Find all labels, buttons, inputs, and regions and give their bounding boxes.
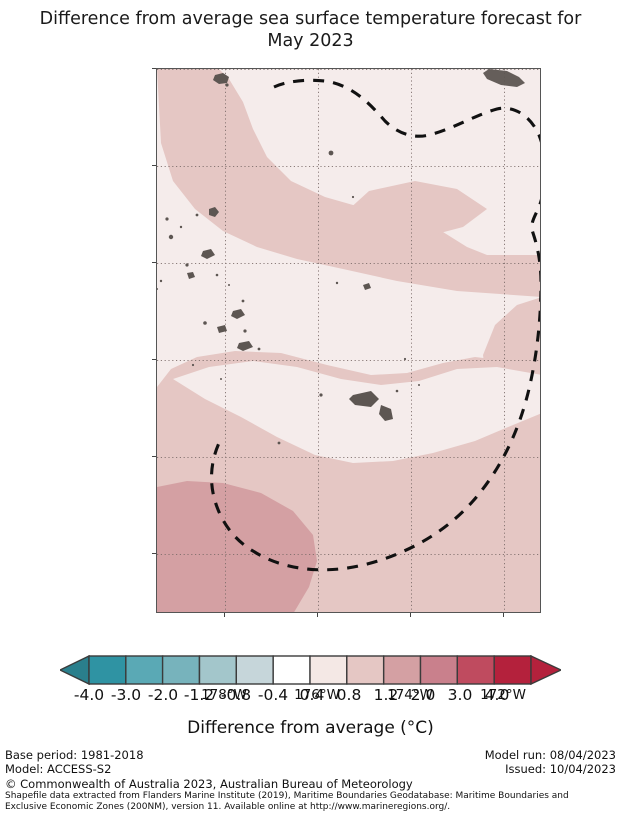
colorbar-over-arrow	[530, 655, 561, 685]
contour-band-1p2-2p0-southwest	[157, 481, 317, 612]
footer-issued: Issued: 10/04/2023	[505, 762, 616, 776]
colorbar-cells	[88, 655, 532, 685]
x-tick-mark	[224, 613, 225, 617]
footer-attribution-line-1: Shapefile data extracted from Flanders M…	[5, 791, 569, 801]
colorbar-cell-2	[125, 655, 164, 685]
x-tick-mark	[410, 613, 411, 617]
map-panel: 14°S 16°S 18°S 20°S 22°S 24°S 178°W 176°…	[152, 68, 541, 703]
contour-band-0p8-1p2-northwest	[157, 69, 540, 297]
colorbar-under-arrow	[60, 655, 90, 685]
x-axis-label-176W: 176°W	[294, 687, 340, 703]
island-landmasses	[157, 69, 525, 445]
colorbar-tick-labels: -4.0 -3.0 -2.0 -1.2 -0.8 -0.4 0.4 0.8 1.…	[0, 686, 621, 708]
footer-attribution: Shapefile data extracted from Flanders M…	[5, 791, 605, 813]
contour-notch-0p4-0p8-south	[173, 361, 540, 463]
colorbar-tick-0p4: 0.4	[299, 686, 325, 704]
colorbar-cell-10	[419, 655, 459, 685]
colorbar-cell-3	[161, 655, 201, 685]
y-tick-mark	[152, 553, 156, 554]
colorbar-cell-11	[456, 655, 495, 685]
y-tick-mark	[152, 262, 156, 263]
colorbar-cell-9	[383, 655, 422, 685]
colorbar-cell-7	[309, 655, 348, 685]
colorbar-cell-8	[346, 655, 385, 685]
page-title-line-2: May 2023	[267, 31, 354, 51]
page-title: Difference from average sea surface temp…	[0, 8, 621, 52]
y-tick-mark	[152, 456, 156, 457]
colorbar-svg	[60, 655, 561, 685]
contour-band-0p8-1p2-eastlobe	[347, 181, 487, 239]
colorbar-cell-12	[493, 655, 532, 685]
colorbar-cell-6	[272, 655, 311, 685]
x-axis-label-172W: 172°W	[480, 687, 526, 703]
map-plot-area	[156, 68, 541, 613]
page-title-line-1: Difference from average sea surface temp…	[39, 9, 582, 29]
colorbar-tick-3p0: 3.0	[447, 686, 473, 704]
colorbar-tick--1p2: -1.2	[183, 686, 215, 704]
colorbar-title: Difference from average (°C)	[187, 718, 434, 738]
colorbar-tick-0p8: 0.8	[336, 686, 362, 704]
x-tick-mark	[503, 613, 504, 617]
footer-copyright: © Commonwealth of Australia 2023, Austra…	[5, 777, 413, 791]
footer-model-run: Model run: 08/04/2023	[484, 748, 616, 762]
colorbar-cell-1	[88, 655, 127, 685]
colorbar-tick-4p0: 4.0	[484, 686, 510, 704]
colorbar-tick--3p0: -3.0	[110, 686, 142, 704]
colorbar-cell-4	[198, 655, 238, 685]
footer-right-block: Model run: 08/04/2023 Issued: 10/04/2023	[485, 748, 616, 776]
colorbar-tick--4p0: -4.0	[73, 686, 105, 704]
colorbar-tick--0p4: -0.4	[257, 686, 289, 704]
y-tick-mark	[152, 359, 156, 360]
x-tick-mark	[317, 613, 318, 617]
footer-base-period: Base period: 1981-2018	[5, 748, 144, 762]
colorbar	[60, 655, 561, 685]
footer-left-block: Base period: 1981-2018 Model: ACCESS-S2	[5, 748, 144, 776]
x-axis-label-174W: 174°W	[387, 687, 433, 703]
footer-model: Model: ACCESS-S2	[5, 762, 112, 776]
footer-attribution-line-2: Exclusive Economic Zones (200NM), versio…	[5, 802, 451, 812]
x-axis-label-178W: 178°W	[201, 687, 247, 703]
colorbar-tick--0p8: -0.8	[220, 686, 252, 704]
colorbar-tick--2p0: -2.0	[147, 686, 179, 704]
colorbar-tick-1p2: 1.2	[373, 686, 399, 704]
map-contour-svg	[157, 69, 540, 612]
colorbar-cell-5	[235, 655, 274, 685]
y-tick-mark	[152, 68, 156, 69]
colorbar-tick-2p0: 2.0	[410, 686, 436, 704]
y-tick-mark	[152, 165, 156, 166]
eez-boundary-dashed-line	[209, 78, 540, 572]
